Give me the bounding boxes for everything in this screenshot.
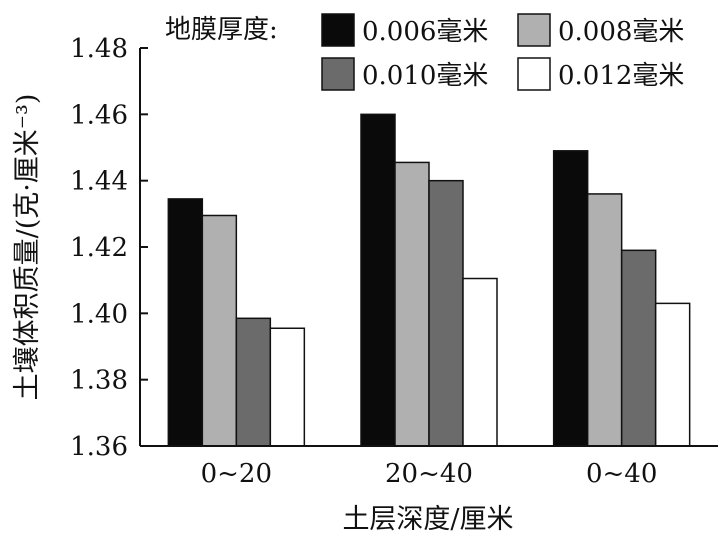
legend-label: 0.012毫米 — [558, 61, 684, 91]
bar-2-2 — [394, 161, 430, 447]
legend-title: 地膜厚度: — [165, 15, 278, 45]
bar-3-3 — [620, 249, 657, 447]
bar-1-1 — [167, 198, 204, 447]
y-axis-label: 土壤体积质量/(克·厘米⁻³) — [12, 94, 43, 401]
y-ticks-group: 1.36 1.38 1.40 1.42 1.44 1.46 1.48 — [70, 34, 148, 462]
x-category-label: 0~20 — [201, 459, 272, 489]
y-tick-label: 1.40 — [70, 299, 128, 329]
bars-group — [167, 113, 691, 447]
legend-label: 0.006毫米 — [362, 17, 488, 47]
legend-swatch — [321, 57, 355, 91]
bar-3-2 — [586, 193, 623, 447]
legend-label: 0.008毫米 — [558, 17, 684, 47]
y-tick-label: 1.36 — [70, 432, 128, 462]
x-category-label: 0~40 — [586, 459, 657, 489]
bar-1-2 — [201, 214, 238, 447]
legend-swatch — [517, 13, 551, 47]
bar-1-4 — [269, 327, 306, 447]
bar-3-1 — [552, 150, 589, 447]
x-categories-group: 0~20 20~40 0~40 — [201, 459, 658, 489]
legend: 地膜厚度: 0.006毫米 0.008毫米 0.010毫米 0.012毫米 — [165, 13, 684, 91]
legend-label: 0.010毫米 — [362, 61, 488, 91]
y-tick-label: 1.42 — [70, 233, 128, 263]
x-axis-label: 土层深度/厘米 — [342, 504, 513, 535]
bar-2-1 — [360, 113, 396, 447]
bar-3-4 — [654, 302, 691, 447]
y-tick-label: 1.46 — [70, 100, 128, 130]
x-category-label: 20~40 — [385, 459, 473, 489]
bar-1-3 — [235, 317, 272, 447]
y-tick-label: 1.38 — [70, 366, 128, 396]
bar-2-3 — [428, 179, 464, 447]
y-tick-label: 1.44 — [70, 167, 128, 197]
legend-swatch — [517, 57, 551, 91]
y-tick-label: 1.48 — [70, 34, 128, 64]
bar-2-4 — [462, 277, 498, 447]
legend-swatch — [321, 13, 355, 47]
